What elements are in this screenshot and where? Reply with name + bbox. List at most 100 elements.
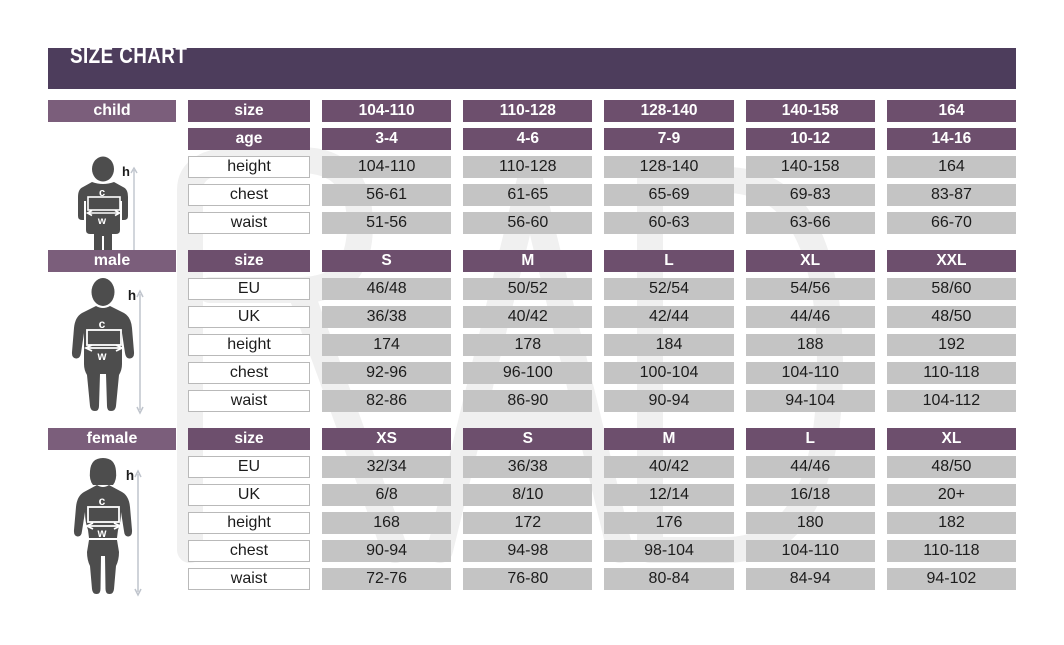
column-header-cell: 10-12 (745, 128, 875, 150)
column-header-cell: L (745, 428, 875, 450)
measurement-label: EU (188, 456, 310, 478)
svg-text:h: h (128, 288, 136, 303)
measurement-value: 69-83 (745, 184, 875, 206)
measurement-value: 84-94 (745, 568, 875, 590)
column-header-cell: XL (745, 250, 875, 272)
table-row: female size XS S M L XL (48, 428, 1017, 450)
measurement-value: 104-110 (322, 156, 452, 178)
table-row: age 3-4 4-6 7-9 10-12 14-16 (48, 128, 1017, 150)
column-header-cell: 7-9 (604, 128, 734, 150)
table-row: height 168 172 176 180 182 (48, 512, 1017, 534)
measurement-value: 83-87 (886, 184, 1017, 206)
column-header-cell: 110-128 (463, 100, 593, 122)
measurement-value: 56-61 (322, 184, 452, 206)
svg-text:c: c (99, 317, 106, 331)
category-spacer (48, 512, 176, 534)
measurement-value: 90-94 (604, 390, 734, 412)
category-spacer (48, 212, 176, 234)
table-row: child size 104-110 110-128 128-140 140-158 164 (48, 100, 1017, 122)
column-header-cell: XL (886, 428, 1017, 450)
page-title: SIZE CHART (70, 42, 213, 82)
table-row: UK 36/38 40/42 42/44 44/46 48/50 (48, 306, 1017, 328)
measurement-value: 12/14 (604, 484, 734, 506)
category-spacer (48, 362, 176, 384)
table-row: height 174 178 184 188 192 (48, 334, 1017, 356)
measurement-value: 8/10 (463, 484, 593, 506)
column-header-cell: XS (322, 428, 452, 450)
measurement-value: 50/52 (463, 278, 593, 300)
measurement-value: 65-69 (604, 184, 734, 206)
measurement-label: EU (188, 278, 310, 300)
measurement-value: 76-80 (463, 568, 593, 590)
measurement-value: 48/50 (886, 306, 1017, 328)
svg-text:c: c (99, 187, 105, 199)
measurement-value: 92-96 (322, 362, 452, 384)
svg-text:h: h (126, 468, 134, 483)
column-header-cell: L (604, 250, 734, 272)
table-row: male size S M L XL XXL (48, 250, 1017, 272)
measurement-value: 110-118 (886, 540, 1017, 562)
table-row: c w h EU 46/48 50/52 52/54 54/56 58/60 (48, 278, 1017, 415)
measurement-value: 61-65 (463, 184, 593, 206)
measurement-value: 172 (463, 512, 593, 534)
table-row: chest 56-61 61-65 65-69 69-83 83-87 (48, 184, 1017, 206)
category-spacer (48, 128, 176, 150)
measurement-value: 48/50 (886, 456, 1017, 478)
measurement-value: 178 (463, 334, 593, 356)
measurement-label: waist (188, 390, 310, 412)
column-header-cell: 4-6 (463, 128, 593, 150)
column-header-cell: 14-16 (886, 128, 1017, 150)
table-row: chest 90-94 94-98 98-104 104-110 110-118 (48, 540, 1017, 562)
measurement-value: 63-66 (745, 212, 875, 234)
category-spacer (48, 540, 176, 562)
category-label-male: male (48, 250, 176, 272)
table-row: UK 6/8 8/10 12/14 16/18 20+ (48, 484, 1017, 506)
svg-text:c: c (99, 494, 106, 508)
measurement-value: 16/18 (745, 484, 875, 506)
table-row: c w h EU 32/34 36/38 40/42 44/46 48/50 (48, 456, 1017, 597)
measurement-value: 36/38 (322, 306, 452, 328)
measurement-label: chest (188, 184, 310, 206)
female-figure-svg: c w h (73, 458, 142, 597)
measurement-value: 86-90 (463, 390, 593, 412)
row-header-label: size (188, 100, 310, 122)
measurement-label: UK (188, 484, 310, 506)
column-header-cell: S (322, 250, 452, 272)
column-header-cell: 140-158 (745, 100, 875, 122)
measurement-value: 51-56 (322, 212, 452, 234)
measurement-value: 60-63 (604, 212, 734, 234)
measurement-label: height (188, 156, 310, 178)
column-header-cell: M (604, 428, 734, 450)
measurement-value: 42/44 (604, 306, 734, 328)
measurement-value: 104-110 (745, 362, 875, 384)
row-header-label: age (188, 128, 310, 150)
measurement-value: 94-98 (463, 540, 593, 562)
column-header-cell: M (463, 250, 593, 272)
svg-text:w: w (97, 215, 107, 227)
row-header-label: size (188, 250, 310, 272)
category-spacer (48, 568, 176, 590)
measurement-value: 58/60 (886, 278, 1017, 300)
size-chart-grid: child size 104-110 110-128 128-140 140-158 164… (48, 100, 1017, 597)
category-spacer (48, 390, 176, 412)
measurement-value: 110-128 (463, 156, 593, 178)
measurement-value: 192 (886, 334, 1017, 356)
row-header-label: size (188, 428, 310, 450)
measurement-value: 46/48 (322, 278, 452, 300)
measurement-value: 182 (886, 512, 1017, 534)
measurement-value: 140-158 (745, 156, 875, 178)
measurement-value: 110-118 (886, 362, 1017, 384)
column-header-cell: XXL (886, 250, 1017, 272)
measurement-value: 52/54 (604, 278, 734, 300)
measurement-value: 44/46 (745, 456, 875, 478)
section-gap (48, 418, 1016, 428)
column-header-cell: 164 (886, 100, 1017, 122)
category-spacer (48, 306, 176, 328)
measurement-value: 104-112 (886, 390, 1017, 412)
measurement-value: 54/56 (745, 278, 875, 300)
category-spacer (48, 184, 176, 206)
measurement-value: 20+ (886, 484, 1017, 506)
column-header-cell: 3-4 (322, 128, 452, 150)
measurement-value: 128-140 (604, 156, 734, 178)
